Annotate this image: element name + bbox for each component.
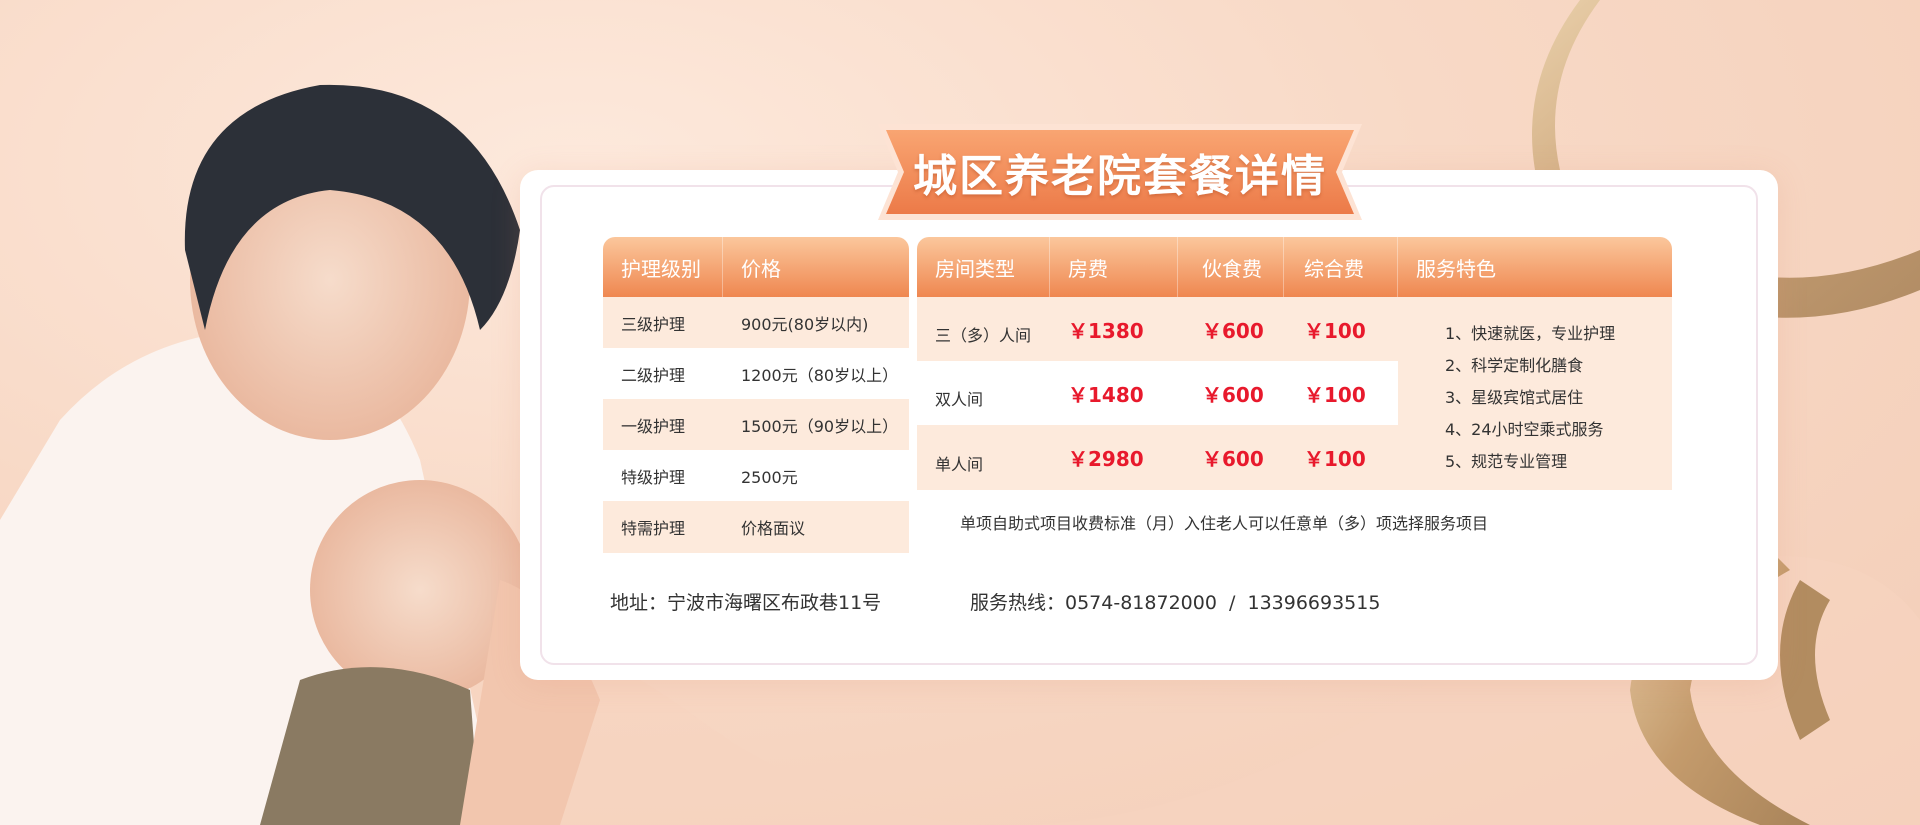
table-row: 三级护理 900元(80岁以内) <box>603 297 909 348</box>
care-price: 900元(80岁以内) <box>741 314 869 334</box>
table-row: 一级护理 1500元（90岁以上） <box>603 399 909 450</box>
feature-item: 4、24小时空乘式服务 <box>1445 420 1604 439</box>
food-fee: ￥600 <box>1202 318 1264 343</box>
food-fee: ￥600 <box>1202 447 1264 471</box>
header-general-fee: 综合费 <box>1284 237 1398 297</box>
table-row: 特需护理 价格面议 <box>603 501 909 553</box>
banner-title: 城区养老院套餐详情 <box>913 151 1327 202</box>
room-fee: ￥1480 <box>1068 382 1144 407</box>
room-type: 三（多）人间 <box>935 326 1032 345</box>
header-room-fee: 房费 <box>1050 237 1178 297</box>
footnote: 单项自助式项目收费标准（月）入住老人可以任意单（多）项选择服务项目 <box>917 490 1672 553</box>
care-level: 一级护理 <box>621 416 686 436</box>
table-row: 单人间 ￥2980 ￥600 ￥100 <box>917 425 1398 490</box>
address: 地址：宁波市海曙区布政巷11号 <box>610 592 882 614</box>
feature-item: 2、科学定制化膳食 <box>1445 356 1584 375</box>
food-fee: ￥600 <box>1202 382 1264 407</box>
header-care-level: 护理级别 <box>603 237 723 297</box>
general-fee: ￥100 <box>1304 447 1366 471</box>
room-type: 单人间 <box>935 454 984 474</box>
header-room-type: 房间类型 <box>917 237 1050 297</box>
care-level: 特需护理 <box>621 519 686 538</box>
care-price: 1500元（90岁以上） <box>741 416 899 436</box>
service-features-list: 1、快速就医，专业护理 2、科学定制化膳食 3、星级宾馆式居住 4、24小时空乘… <box>1445 318 1615 478</box>
room-fee-table: 房间类型 房费 伙食费 综合费 服务特色 三（多）人间 ￥1380 ￥600 ￥… <box>917 237 1672 490</box>
care-level: 二级护理 <box>621 365 686 385</box>
feature-item: 5、规范专业管理 <box>1445 452 1568 471</box>
general-fee: ￥100 <box>1304 382 1366 407</box>
care-level-table: 护理级别 价格 三级护理 900元(80岁以内) 二级护理 1200元（80岁以上）… <box>603 237 909 553</box>
feature-item: 3、星级宾馆式居住 <box>1445 388 1584 407</box>
table-row: 双人间 ￥1480 ￥600 ￥100 <box>917 361 1398 425</box>
title-banner <box>878 124 1362 220</box>
photo-grandmother-baby <box>0 84 600 825</box>
hotline: 服务热线：0574-81872000 / 13396693515 <box>970 592 1381 614</box>
header-price: 价格 <box>741 256 781 281</box>
table-row: 三（多）人间 ￥1380 ￥600 ￥100 <box>917 297 1398 361</box>
care-price: 2500元 <box>741 467 798 487</box>
room-fee: ￥2980 <box>1068 447 1144 471</box>
header-features: 服务特色 <box>1416 256 1496 281</box>
header-food-fee: 伙食费 <box>1178 237 1284 297</box>
care-price: 价格面议 <box>741 519 806 538</box>
table-row: 特级护理 2500元 <box>603 450 909 501</box>
care-level: 特级护理 <box>621 467 686 487</box>
care-price: 1200元（80岁以上） <box>741 365 899 385</box>
general-fee: ￥100 <box>1304 318 1366 343</box>
room-fee: ￥1380 <box>1068 318 1144 343</box>
feature-item: 1、快速就医，专业护理 <box>1445 324 1616 343</box>
care-level: 三级护理 <box>621 314 686 334</box>
table-row: 二级护理 1200元（80岁以上） <box>603 348 909 399</box>
room-type: 双人间 <box>935 390 984 409</box>
